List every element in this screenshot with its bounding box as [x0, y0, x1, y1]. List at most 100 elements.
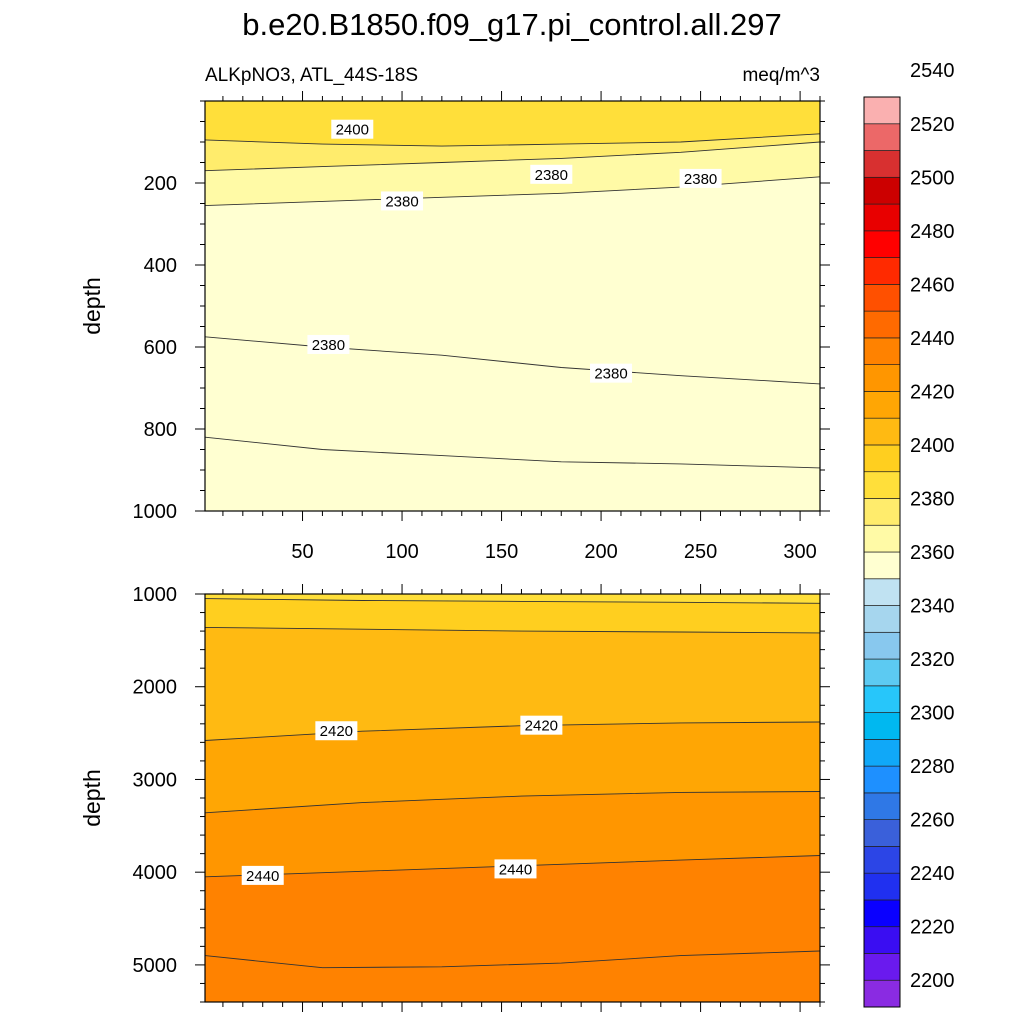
colorbar-tick-label: 2400 — [910, 435, 955, 457]
upper-contour-line-3 — [205, 336, 820, 385]
upper-contour-label: 2380 — [530, 164, 573, 184]
colorbar-swatch — [863, 899, 901, 928]
colorbar-tick-label: 2220 — [910, 917, 955, 939]
colorbar-swatch — [863, 792, 901, 820]
lower-contour-label: 2440 — [241, 865, 284, 885]
colorbar-swatch — [863, 739, 901, 767]
svg-text:2440: 2440 — [246, 868, 279, 885]
svg-text:2420: 2420 — [525, 718, 558, 735]
upper-contour-label: 2380 — [590, 363, 633, 383]
colorbar-swatch — [863, 417, 901, 446]
colorbar-tick-label: 2480 — [910, 221, 955, 243]
upper-contour-line-0 — [205, 133, 820, 147]
colorbar-tick-label: 2300 — [910, 703, 955, 725]
colorbar-swatch — [863, 979, 901, 1008]
lower-fill-band-5 — [205, 951, 820, 1002]
colorbar-swatch — [863, 872, 901, 901]
colorbar-swatch — [863, 150, 901, 178]
upper-contour-line-1 — [205, 141, 820, 172]
lower-y-axis-label: depth — [79, 769, 105, 827]
colorbar-swatch — [863, 123, 901, 151]
colorbar-swatch — [863, 926, 901, 954]
upper-y-axis-label: depth — [79, 277, 105, 335]
lower-contour-line-1 — [205, 626, 820, 634]
colorbar: 2200 2220 2240 2260 2280 2300 2320 2340 2360 2380… — [863, 60, 955, 1008]
svg-text:2380: 2380 — [312, 337, 345, 354]
subtitle-right: meq/m^3 — [742, 65, 820, 86]
svg-text:2380: 2380 — [684, 171, 717, 188]
upper-x-tick-label: 100 — [385, 541, 418, 563]
colorbar-swatch — [863, 631, 901, 660]
colorbar-tick-label: 2380 — [910, 488, 955, 510]
colorbar-swatch — [863, 364, 901, 392]
svg-text:2380: 2380 — [385, 193, 418, 210]
lower-contour-label: 2420 — [520, 715, 563, 735]
svg-text:2420: 2420 — [320, 723, 353, 740]
upper-x-tick-label: 200 — [584, 541, 617, 563]
upper-contour-label: 2380 — [679, 168, 722, 188]
upper-contour-label: 2380 — [307, 334, 350, 354]
colorbar-swatch — [863, 284, 901, 312]
colorbar-swatch — [863, 96, 901, 125]
colorbar-swatch — [863, 230, 901, 258]
colorbar-swatch — [863, 953, 901, 981]
colorbar-swatch — [863, 685, 901, 713]
upper-y-tick-label: 1000 — [133, 501, 178, 523]
colorbar-swatch — [863, 391, 901, 419]
colorbar-swatch — [863, 765, 901, 794]
lower-contour-label: 2420 — [315, 721, 358, 741]
colorbar-swatch — [863, 551, 901, 580]
chart-title: b.e20.B1850.f09_g17.pi_control.all.297 — [242, 7, 782, 42]
upper-contour-line-4 — [205, 436, 820, 469]
colorbar-swatch — [863, 605, 901, 633]
upper-y-tick-label: 800 — [144, 419, 177, 441]
svg-text:2380: 2380 — [594, 366, 627, 383]
colorbar-swatch — [863, 471, 901, 499]
colorbar-tick-label: 2260 — [910, 810, 955, 832]
upper-x-tick-label: 50 — [291, 541, 313, 563]
lower-contour-label: 2440 — [494, 859, 537, 879]
colorbar-tick-label: 2280 — [910, 756, 955, 778]
upper-y-tick-label: 600 — [144, 337, 177, 359]
colorbar-tick-label: 2320 — [910, 649, 955, 671]
lower-y-tick-label: 1000 — [133, 584, 178, 606]
upper-panel: 2400 2380 2380 2380 2380 2380 50 100 150 200 250 30… — [133, 91, 830, 563]
subtitle-left: ALKpNO3, ATL_44S-18S — [205, 65, 418, 86]
colorbar-tick-label: 2240 — [910, 863, 955, 885]
lower-contour-line-0 — [205, 598, 820, 604]
svg-text:2440: 2440 — [499, 861, 532, 878]
lower-y-tick-label: 2000 — [133, 677, 178, 699]
colorbar-swatch — [863, 846, 901, 874]
lower-panel: 2420 2420 2440 2440 1000 2000 3000 4000 5000 — [133, 584, 830, 1012]
colorbar-swatch — [863, 524, 901, 553]
colorbar-tick-label: 2520 — [910, 114, 955, 136]
lower-contour-line-5 — [205, 950, 820, 969]
colorbar-swatch — [863, 176, 901, 205]
upper-x-tick-label: 300 — [783, 541, 816, 563]
lower-y-tick-label: 4000 — [133, 862, 178, 884]
colorbar-swatch — [863, 658, 901, 687]
upper-x-tick-label: 150 — [485, 541, 518, 563]
colorbar-swatch — [863, 310, 901, 339]
upper-fill-band-4 — [205, 437, 820, 511]
svg-text:2380: 2380 — [535, 167, 568, 184]
svg-text:2400: 2400 — [336, 122, 369, 139]
colorbar-swatch — [863, 498, 901, 526]
colorbar-swatch — [863, 337, 901, 365]
colorbar-tick-label: 2500 — [910, 167, 955, 189]
colorbar-swatch — [863, 712, 901, 740]
colorbar-swatch — [863, 203, 901, 232]
colorbar-tick-label: 2420 — [910, 381, 955, 403]
colorbar-tick-label: 2360 — [910, 542, 955, 564]
lower-y-tick-label: 5000 — [133, 955, 178, 977]
upper-x-tick-label: 250 — [684, 541, 717, 563]
colorbar-tick-label: 2340 — [910, 596, 955, 618]
colorbar-tick-label: 2540 — [910, 60, 955, 82]
upper-contour-label: 2400 — [331, 119, 374, 139]
colorbar-swatch — [863, 257, 901, 285]
colorbar-swatch — [863, 578, 901, 606]
colorbar-swatch — [863, 444, 901, 473]
lower-contour-line-3 — [205, 791, 820, 814]
lower-y-tick-label: 3000 — [133, 769, 178, 791]
